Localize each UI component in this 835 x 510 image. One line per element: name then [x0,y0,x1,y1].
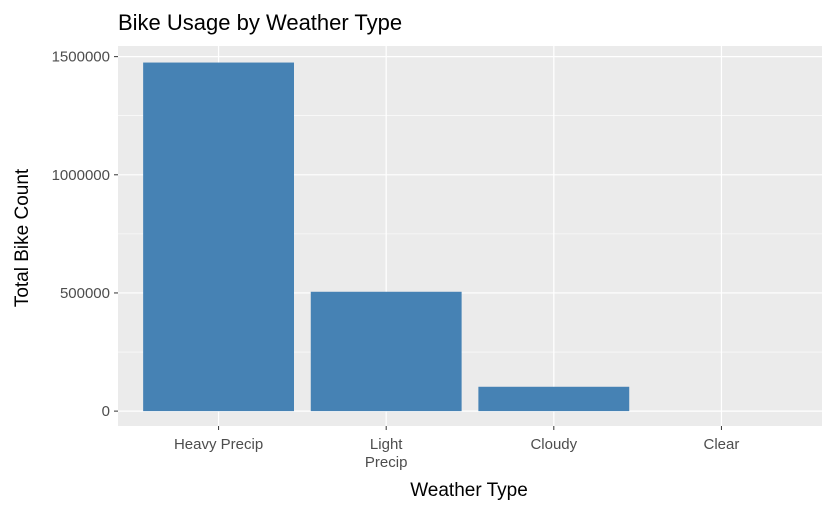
y-axis: 0 500000 1000000 1500000 [52,49,118,420]
x-tick-label: Cloudy [530,436,577,453]
y-tick-label: 500000 [60,285,110,302]
y-tick-label: 1500000 [52,49,110,66]
bar-cloudy [478,386,630,412]
bars [143,62,630,412]
y-tick-label: 1000000 [52,167,110,184]
bar-heavy-precip [143,62,294,412]
y-tick-label: 0 [102,403,110,420]
x-axis: Heavy Precip Light Precip Cloudy Clear [174,426,739,471]
x-tick-label: Heavy Precip [174,436,263,453]
chart-title: Bike Usage by Weather Type [118,10,402,35]
x-tick-label: Clear [703,436,739,453]
x-tick-label: Light Precip [365,436,408,471]
bar-light-precip [310,291,462,412]
y-axis-title: Total Bike Count [12,168,33,307]
x-axis-title: Weather Type [410,480,528,501]
